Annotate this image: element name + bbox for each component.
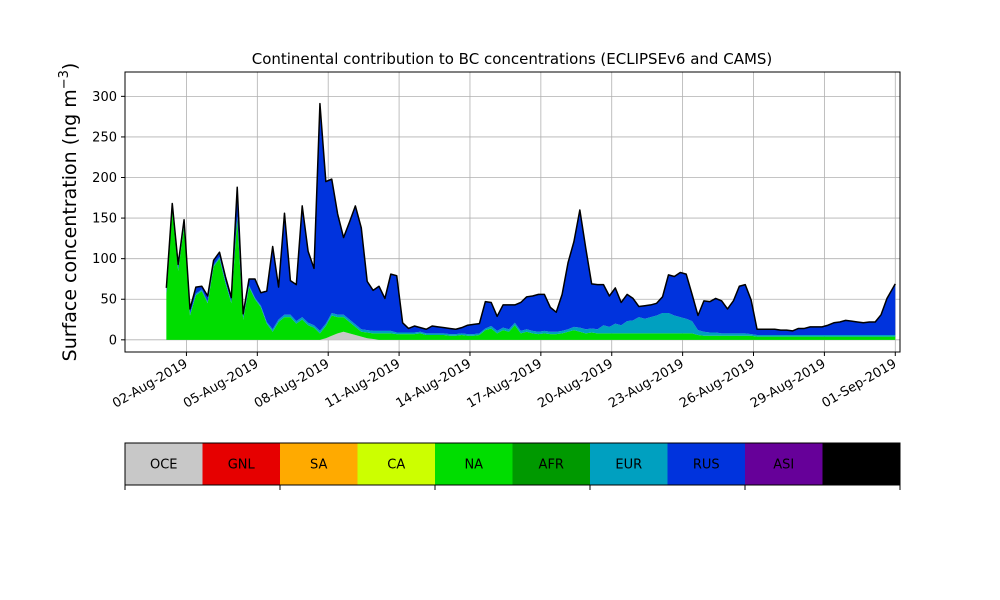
stacked-areas bbox=[165, 102, 896, 340]
legend-swatch-aus bbox=[822, 443, 901, 485]
legend-swatch-sa bbox=[280, 443, 358, 485]
x-tick-label: 01-Sep-2019 bbox=[819, 356, 899, 411]
chart-title: Continental contribution to BC concentra… bbox=[252, 50, 773, 68]
legend-swatch-rus bbox=[667, 443, 746, 485]
legend-label-ca: CA bbox=[387, 458, 405, 473]
legend-label-eur: EUR bbox=[615, 458, 642, 473]
x-tick-label: 23-Aug-2019 bbox=[606, 356, 686, 411]
x-tick-label: 14-Aug-2019 bbox=[394, 356, 474, 411]
y-tick-label: 300 bbox=[92, 90, 117, 105]
legend-swatch-asi bbox=[745, 443, 823, 485]
legend-colorbar: OCE GNL SA CA NA AFR EUR RUS ASI AUS bbox=[124, 442, 901, 490]
ticks: 0 50 100 150 200 250 300 02-Aug-201905-Aug-2019… bbox=[92, 90, 899, 412]
y-tick-label: 150 bbox=[92, 212, 117, 227]
x-tick-label: 17-Aug-2019 bbox=[465, 356, 545, 411]
legend-swatch-oce bbox=[125, 443, 203, 485]
x-tick-label: 08-Aug-2019 bbox=[252, 356, 332, 411]
legend-swatch-afr bbox=[512, 443, 591, 485]
legend-label-rus: RUS bbox=[693, 458, 720, 473]
legend-swatch-gnl bbox=[202, 443, 281, 485]
x-tick-label: 20-Aug-2019 bbox=[535, 356, 615, 411]
area-oce bbox=[166, 331, 896, 340]
y-tick-label: 50 bbox=[100, 293, 117, 308]
y-axis-label: Surface concentration (ng m−3) bbox=[57, 63, 81, 362]
x-tick-label: 02-Aug-2019 bbox=[110, 356, 190, 411]
y-axis-label-close: ) bbox=[59, 63, 81, 70]
legend-label-asi: ASI bbox=[773, 458, 794, 473]
axes-frame bbox=[124, 71, 901, 353]
legend-label-aus: AUS bbox=[848, 458, 875, 473]
legend-swatch-eur bbox=[590, 443, 668, 485]
y-tick-label: 250 bbox=[92, 130, 117, 145]
x-tick-label: 26-Aug-2019 bbox=[677, 356, 757, 411]
legend-label-gnl: GNL bbox=[228, 458, 256, 473]
x-tick-label: 05-Aug-2019 bbox=[181, 356, 261, 411]
legend-label-sa: SA bbox=[310, 458, 327, 473]
legend-label-na: NA bbox=[464, 458, 483, 473]
total-line bbox=[165, 102, 896, 332]
y-tick-label: 0 bbox=[109, 333, 117, 348]
y-axis-label-superscript: −3 bbox=[57, 70, 72, 89]
area-rus bbox=[166, 103, 896, 335]
legend-swatch-na bbox=[435, 443, 513, 485]
area-na bbox=[166, 209, 896, 340]
x-tick-label: 29-Aug-2019 bbox=[748, 356, 828, 411]
y-axis-label-main: Surface concentration (ng m bbox=[59, 89, 81, 361]
x-tick-label: 11-Aug-2019 bbox=[323, 356, 403, 411]
y-tick-label: 200 bbox=[92, 171, 117, 186]
legend-label-afr: AFR bbox=[539, 458, 564, 473]
legend-border bbox=[124, 442, 901, 486]
y-tick-label: 100 bbox=[92, 252, 117, 267]
legend-label-oce: OCE bbox=[150, 458, 178, 473]
axes-border bbox=[124, 71, 901, 353]
legend-swatch-ca bbox=[357, 443, 436, 485]
